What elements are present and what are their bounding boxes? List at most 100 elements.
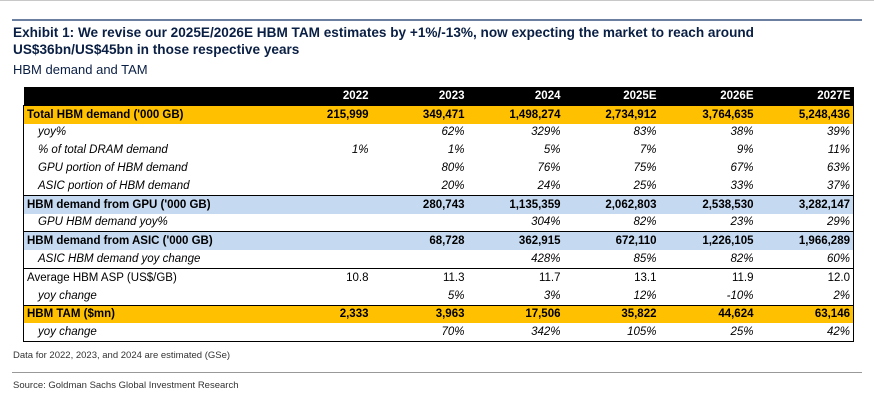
table-row: % of total DRAM demand 1% 1% 5% 7% 9% 11… [23, 141, 854, 160]
exhibit-rule [12, 19, 862, 21]
cell-value: 105% [563, 323, 660, 343]
cell-value: 362,915 [467, 231, 564, 251]
cell-value: 1,498,274 [467, 104, 564, 124]
cell-value [252, 159, 372, 177]
row-label: yoy change [23, 323, 252, 343]
table-header-row: 2022 2023 2024 2025E 2026E 2027E [23, 87, 854, 106]
cell-value: 42% [756, 323, 854, 343]
cell-value: 75% [633, 162, 657, 175]
cell-value: -10% [726, 289, 754, 302]
cell-value: 13.1 [563, 267, 660, 287]
cell-value: 9% [736, 144, 754, 157]
cell-value: 2,062,803 [563, 194, 660, 214]
cell-value: 3,963 [371, 304, 468, 324]
row-label: Average HBM ASP (US$/GB) [23, 267, 252, 287]
cell-value: 70% [371, 323, 468, 343]
cell-value: 1% [351, 144, 369, 157]
data-note: Data for 2022, 2023, and 2024 are estima… [13, 350, 231, 361]
hbm-demand-table: 2022 2023 2024 2025E 2026E 2027E Total H… [23, 87, 854, 343]
cell-value: 25% [633, 179, 657, 192]
cell-value: 85% [633, 253, 657, 266]
cell-value: 2% [756, 286, 854, 306]
source-divider [12, 372, 862, 373]
cell-value [372, 214, 468, 232]
header-cell-2027e: 2027E [756, 87, 854, 106]
table-row: HBM demand from ASIC ('000 GB) 68,728 36… [23, 231, 854, 251]
cell-value: 2,734,912 [563, 104, 660, 124]
exhibit-title: Exhibit 1: We revise our 2025E/2026E HBM… [13, 25, 754, 57]
cell-value [372, 250, 468, 268]
cell-value: 329% [531, 126, 561, 139]
cell-value: 63% [756, 159, 854, 177]
cell-value: 428% [531, 253, 561, 266]
cell-value: 5,248,436 [756, 104, 854, 124]
cell-value: 23% [730, 216, 754, 229]
row-label: GPU portion of HBM demand [23, 159, 252, 177]
cell-value: 12% [633, 289, 657, 302]
header-cell-2022: 2022 [251, 87, 372, 106]
cell-value: 38% [730, 126, 754, 139]
row-label: HBM demand from GPU ('000 GB) [23, 194, 252, 214]
cell-value: 672,110 [563, 231, 660, 251]
cell-value: 24% [537, 179, 561, 192]
cell-value: 76% [537, 162, 561, 175]
cell-value [251, 194, 372, 214]
table-row: Total HBM demand ('000 GB) 215,999 349,4… [23, 104, 854, 124]
cell-value [251, 231, 372, 251]
cell-value: 60% [756, 250, 854, 269]
cell-value: 11.9 [659, 267, 757, 287]
cell-value: 11.7 [467, 267, 564, 287]
cell-value: 342% [467, 323, 564, 343]
table-row: GPU portion of HBM demand 80% 76% 75% 67… [23, 159, 854, 177]
cell-value: 1,135,359 [467, 194, 564, 214]
cell-value: 11.3 [371, 267, 468, 287]
header-cell-2025e: 2025E [563, 87, 660, 106]
hbm-table-container: 2022 2023 2024 2025E 2026E 2027E Total H… [23, 87, 854, 343]
header-cell-2023: 2023 [371, 87, 468, 106]
cell-value [252, 124, 372, 142]
cell-value: 215,999 [251, 104, 372, 124]
table-row: yoy change 70% 342% 105% 25% 42% [23, 323, 854, 343]
cell-value: 17,506 [467, 304, 564, 324]
cell-value: 280,743 [371, 194, 468, 214]
exhibit-subtitle: HBM demand and TAM [13, 62, 148, 77]
cell-value: 37% [756, 176, 854, 196]
table-row: HBM TAM ($mn) 2,333 3,963 17,506 35,822 … [23, 304, 854, 324]
cell-value: 5% [447, 289, 465, 302]
cell-value: 67% [730, 162, 754, 175]
table-row: ASIC portion of HBM demand 20% 24% 25% 3… [23, 176, 854, 196]
cell-value: 39% [756, 123, 854, 142]
row-label: Total HBM demand ('000 GB) [23, 104, 252, 124]
table-row: HBM demand from GPU ('000 GB) 280,743 1,… [23, 194, 854, 214]
row-label: HBM demand from ASIC ('000 GB) [23, 231, 252, 251]
table-row: Average HBM ASP (US$/GB) 10.8 11.3 11.7 … [23, 267, 854, 287]
cell-value [252, 177, 372, 195]
cell-value: 10.8 [251, 267, 372, 287]
cell-value: 83% [633, 126, 657, 139]
cell-value: 44,624 [659, 304, 757, 324]
header-cell-2026e: 2026E [659, 87, 757, 106]
cell-value: 63,146 [756, 304, 854, 324]
cell-value [252, 214, 372, 232]
row-label: ASIC portion of HBM demand [23, 176, 252, 196]
header-cell-label [23, 87, 252, 106]
cell-value: 12.0 [756, 267, 854, 287]
row-label: yoy change [23, 286, 252, 306]
cell-value: 5% [543, 144, 561, 157]
table-row: yoy change 5% 3% 12% -10% 2% [23, 286, 854, 306]
cell-value: 35,822 [563, 304, 660, 324]
cell-value: 349,471 [371, 104, 468, 124]
row-label: HBM TAM ($mn) [23, 304, 252, 324]
cell-value: 68,728 [371, 231, 468, 251]
cell-value: 25% [659, 323, 757, 343]
row-label: ASIC HBM demand yoy change [23, 250, 252, 269]
cell-value: 82% [633, 216, 657, 229]
cell-value: 3% [543, 289, 561, 302]
cell-value: 11% [756, 141, 854, 160]
source-line: Source: Goldman Sachs Global Investment … [13, 380, 239, 391]
cell-value: 3,282,147 [756, 194, 854, 214]
cell-value: 3,764,635 [659, 104, 757, 124]
row-label: % of total DRAM demand [23, 141, 252, 160]
cell-value [252, 287, 372, 305]
row-label: GPU HBM demand yoy% [23, 213, 252, 232]
